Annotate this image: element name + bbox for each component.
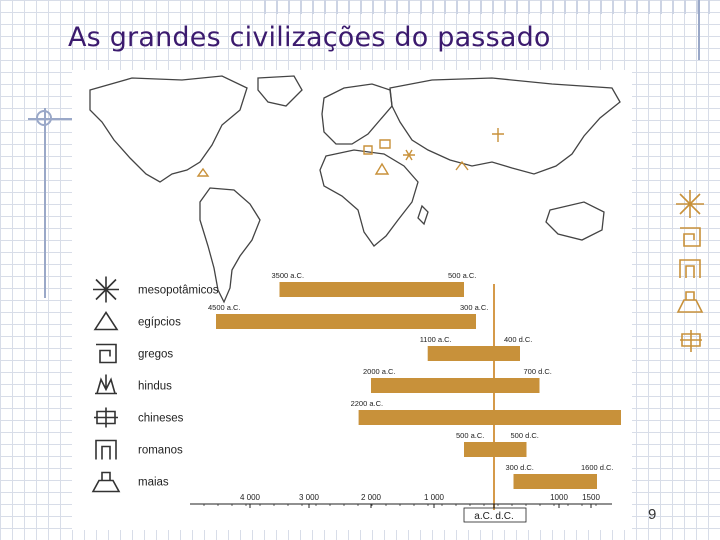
slide-title: As grandes civilizações do passado bbox=[68, 22, 551, 53]
category-label: chineses bbox=[138, 413, 184, 425]
chinese-character-icon bbox=[680, 330, 702, 352]
europe-outline bbox=[321, 83, 393, 145]
bar-start-label: 300 d.C. bbox=[506, 463, 534, 472]
map-marker-egyptian bbox=[374, 162, 390, 175]
bar-start-label: 1100 a.C. bbox=[420, 335, 452, 344]
bar-end-label: 700 d.C. bbox=[524, 367, 552, 376]
axis-tick-label: 1000 bbox=[550, 493, 568, 502]
roman-arch-icon bbox=[95, 439, 117, 460]
greek-key-icon bbox=[96, 343, 117, 364]
axis-tick-label: 1 000 bbox=[424, 493, 445, 502]
time-axis: 4 000 3 000 2 000 1 000 1000 1500 a.C. d.C. bbox=[190, 493, 612, 523]
mayan-pyramid-icon bbox=[91, 471, 121, 493]
top-decorative-grid bbox=[264, 0, 720, 14]
sun-star-icon bbox=[93, 276, 119, 303]
map-marker-greek bbox=[379, 139, 391, 149]
bar-end-label: 400 d.C. bbox=[504, 335, 532, 344]
axis-tick-label: 1500 bbox=[582, 493, 600, 502]
category-label: maias bbox=[138, 477, 169, 489]
bar-end-label: 1600 d.C. bbox=[581, 463, 614, 472]
australia-outline bbox=[545, 201, 605, 241]
side-icons-svg bbox=[676, 190, 704, 352]
map-marker-mesopotamian bbox=[403, 149, 415, 161]
left-decorative-line bbox=[44, 108, 46, 298]
map-marker-roman bbox=[363, 145, 373, 155]
bar-start-label: 2200 a.C. bbox=[351, 399, 384, 408]
chinese-character-icon bbox=[94, 407, 118, 428]
civilizations-timeline-figure: mesopotâmicos 3500 a.C. 500 a.C. egípcios 45… bbox=[72, 70, 632, 530]
map-marker-chinese bbox=[492, 128, 504, 142]
right-decorative-line bbox=[698, 0, 700, 60]
timeline-bar bbox=[279, 282, 464, 297]
left-decorative-crossbar bbox=[28, 118, 78, 120]
bar-end-label: 500 a.C. bbox=[448, 271, 476, 280]
category-label: mesopotâmicos bbox=[138, 285, 219, 297]
timeline-bar bbox=[513, 474, 597, 489]
page-number: 9 bbox=[648, 506, 657, 523]
timeline-bar bbox=[371, 378, 540, 393]
bars: mesopotâmicos 3500 a.C. 500 a.C. egípcios 45… bbox=[138, 271, 621, 489]
world-map bbox=[89, 75, 621, 304]
axis-tick-label: 2 000 bbox=[361, 493, 382, 502]
timeline-chart-svg: mesopotâmicos 3500 a.C. 500 a.C. egípcios 45… bbox=[89, 75, 621, 523]
legend-icons bbox=[91, 276, 121, 493]
bar-start-label: 500 a.C. bbox=[456, 431, 484, 440]
era-label-box bbox=[463, 507, 527, 523]
side-icon-column bbox=[668, 186, 720, 356]
timeline-bar bbox=[427, 346, 520, 361]
timeline-bar bbox=[216, 314, 476, 329]
mayan-pyramid-icon bbox=[676, 291, 704, 313]
lotus-icon bbox=[95, 374, 117, 395]
roman-arch-icon bbox=[679, 259, 701, 278]
africa-outline bbox=[319, 149, 419, 247]
bar-end-label: 300 a.C. bbox=[460, 303, 488, 312]
bar-end-label: 500 d.C. bbox=[511, 431, 539, 440]
map-markers bbox=[196, 128, 504, 177]
map-marker-maya bbox=[196, 167, 210, 177]
category-label: egípcios bbox=[138, 317, 181, 329]
south-america-outline bbox=[199, 187, 261, 304]
bar-start-label: 2000 a.C. bbox=[363, 367, 396, 376]
category-label: hindus bbox=[138, 381, 172, 393]
left-decorative-circle bbox=[36, 110, 52, 126]
greenland-outline bbox=[257, 75, 303, 107]
timeline-bar bbox=[358, 410, 621, 425]
era-labels: a.C. d.C. bbox=[474, 511, 513, 522]
sun-star-icon bbox=[676, 190, 704, 218]
category-label: romanos bbox=[138, 445, 183, 457]
axis-tick-label: 3 000 bbox=[299, 493, 320, 502]
timeline-bar bbox=[464, 442, 527, 457]
category-label: gregos bbox=[138, 349, 173, 361]
map-marker-hindu bbox=[455, 160, 469, 171]
bar-start-label: 4500 a.C. bbox=[208, 303, 241, 312]
asia-outline bbox=[389, 77, 621, 175]
madagascar-outline bbox=[417, 204, 429, 226]
greek-key-icon bbox=[680, 227, 701, 247]
triangle-icon bbox=[93, 311, 119, 331]
bar-start-label: 3500 a.C. bbox=[272, 271, 305, 280]
axis-tick-label: 4 000 bbox=[240, 493, 261, 502]
north-america-outline bbox=[89, 75, 248, 183]
